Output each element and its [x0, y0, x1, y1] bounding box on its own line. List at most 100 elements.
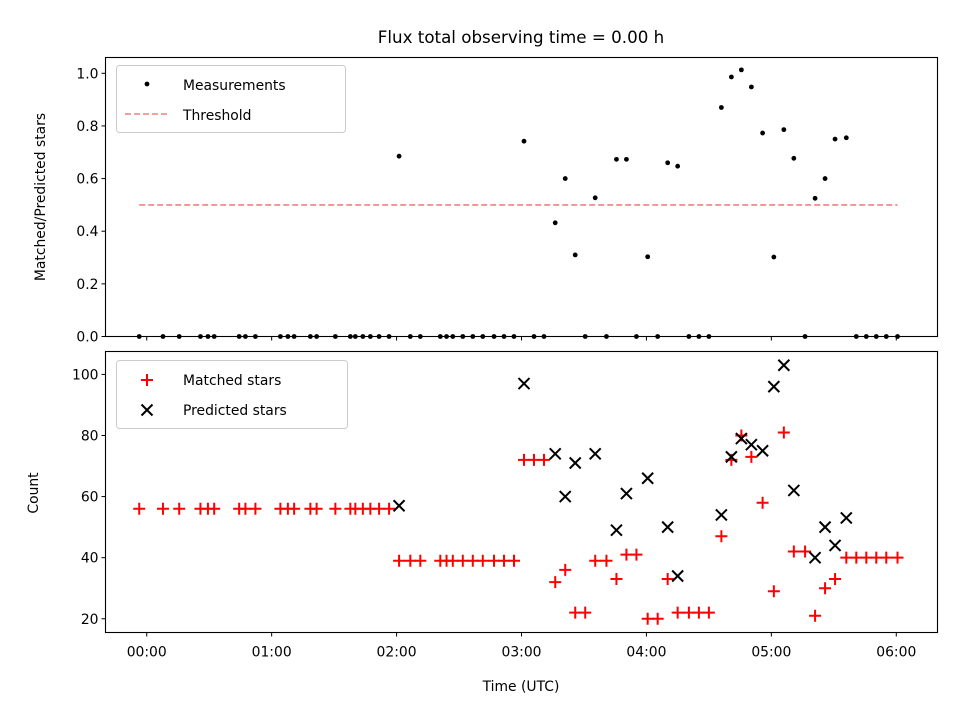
- matched-star-point: [799, 545, 812, 558]
- chart-title: Flux total observing time = 0.00 h: [378, 27, 664, 47]
- bottom-axes-frame: [104, 350, 939, 634]
- legend-predicted-marker: [140, 403, 154, 417]
- predicted-star-point: [777, 359, 791, 372]
- matched-star-point: [310, 502, 323, 515]
- matched-star-point: [767, 585, 780, 598]
- measurement-point: [822, 176, 828, 181]
- matched-star-point: [777, 426, 790, 439]
- matched-star-point: [745, 450, 758, 463]
- ytick-label: 80: [81, 428, 99, 444]
- legend-predicted-label: Predicted stars: [183, 403, 287, 419]
- measurement-point: [624, 156, 629, 162]
- measurement-point: [738, 67, 744, 73]
- matched-star-point: [715, 530, 728, 543]
- xtick-label: 03:00: [501, 645, 541, 661]
- xtick-label: 01:00: [252, 645, 292, 661]
- predicted-star-point: [745, 438, 758, 451]
- xtick-label: 02:00: [377, 645, 417, 661]
- matched-star-point: [891, 551, 904, 564]
- measurement-point: [665, 160, 671, 166]
- xtick-label: 00:00: [127, 645, 167, 661]
- matched-star-point: [671, 606, 684, 619]
- legend-matched-marker: [141, 374, 153, 386]
- bottom-plot-data: [133, 359, 904, 625]
- matched-star-point: [559, 563, 572, 576]
- matched-star-point: [579, 606, 592, 619]
- matched-star-point: [133, 502, 146, 515]
- measurement-point: [592, 195, 598, 201]
- bottom-panel-count: Count Time (UTC) 20 40 60 80 100 00:00 01:00 02…: [26, 350, 939, 695]
- predicted-star-point: [756, 444, 769, 457]
- measurement-point: [562, 176, 568, 181]
- measurement-point: [521, 138, 527, 144]
- matched-star-point: [809, 609, 822, 622]
- measurement-point: [614, 156, 619, 162]
- measurement-point: [675, 163, 681, 169]
- predicted-star-point: [735, 432, 748, 445]
- measurement-point: [843, 135, 849, 141]
- legend-matched-label: Matched stars: [183, 373, 281, 389]
- measurement-point: [552, 220, 558, 226]
- predicted-star-point: [715, 508, 728, 522]
- matched-star-point: [537, 453, 550, 466]
- matched-star-point: [589, 554, 602, 567]
- measurement-point: [645, 254, 651, 260]
- matched-star-point: [156, 502, 169, 515]
- measurement-point: [760, 130, 766, 136]
- ytick-label: 0.6: [76, 172, 98, 188]
- ytick-label: 0.4: [76, 224, 98, 240]
- ytick-label: 20: [81, 612, 99, 628]
- predicted-star-point: [517, 377, 531, 390]
- predicted-star-point: [808, 551, 822, 564]
- legend-measurements-marker: [144, 81, 150, 87]
- predicted-star-point: [549, 447, 562, 461]
- predicted-star-point: [828, 539, 842, 552]
- top-axes-frame: [104, 56, 939, 338]
- matched-star-point: [383, 502, 396, 515]
- ytick-label: 60: [81, 490, 99, 506]
- ytick-label: 0.2: [76, 277, 98, 293]
- matched-star-point: [787, 545, 800, 558]
- measurement-point: [781, 127, 787, 133]
- matched-star-point: [288, 502, 301, 515]
- xtick-label: 06:00: [876, 645, 916, 661]
- ytick-label: 100: [72, 367, 99, 383]
- matched-star-point: [756, 496, 769, 509]
- predicted-star-point: [725, 450, 738, 464]
- measurement-point: [396, 153, 402, 159]
- predicted-star-point: [818, 520, 832, 534]
- measurement-point: [832, 136, 838, 142]
- ytick-label: 1.0: [76, 66, 98, 82]
- ytick-label: 0.0: [76, 330, 98, 346]
- predicted-star-point: [840, 511, 853, 525]
- measurement-point: [791, 155, 797, 161]
- matched-star-point: [880, 551, 893, 564]
- matched-star-point: [393, 554, 406, 567]
- predicted-star-point: [392, 499, 406, 512]
- matched-star-point: [819, 582, 832, 595]
- bottom-legend: Matched stars Predicted stars: [116, 360, 348, 429]
- predicted-star-point: [661, 520, 674, 534]
- matched-star-point: [173, 502, 186, 515]
- predicted-star-point: [620, 487, 633, 500]
- predicted-star-point: [671, 569, 684, 583]
- xtick-label: 04:00: [626, 645, 666, 661]
- ytick-label: 40: [81, 551, 99, 567]
- measurement-point: [718, 105, 724, 110]
- matched-star-point: [600, 554, 613, 567]
- predicted-star-point: [787, 484, 801, 497]
- matched-star-point: [549, 576, 562, 589]
- top-axis-ticks: 0.0 0.2 0.4 0.6 0.8 1.0: [76, 66, 897, 346]
- matched-star-point: [414, 554, 427, 567]
- bottom-axis-ticks: 20 40 60 80 100 00:00 01:00 02:00 03:00 04:00 05:0…: [72, 367, 916, 660]
- top-legend: Measurements Threshold: [116, 65, 346, 133]
- matched-star-point: [476, 554, 489, 567]
- legend-measurements-label: Measurements: [183, 78, 286, 94]
- matched-star-point: [329, 502, 342, 515]
- measurement-point: [728, 74, 734, 80]
- predicted-star-point: [767, 380, 781, 393]
- top-panel-ratio: Matched/Predicted stars 0.0 0.2 0.4 0.6 0.8 1…: [33, 56, 939, 346]
- predicted-star-point: [569, 456, 582, 470]
- matched-star-point: [829, 573, 842, 586]
- matched-star-point: [508, 554, 521, 567]
